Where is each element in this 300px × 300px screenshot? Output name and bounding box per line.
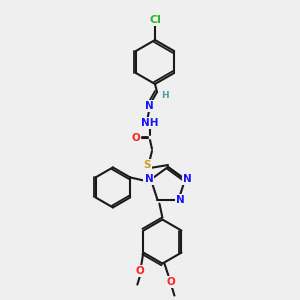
Text: N: N [176, 195, 185, 205]
Text: Cl: Cl [149, 15, 161, 25]
Text: N: N [183, 174, 191, 184]
Text: O: O [166, 277, 175, 286]
Text: N: N [145, 174, 153, 184]
Text: H: H [161, 91, 169, 100]
Text: O: O [136, 266, 145, 276]
Text: N: N [145, 101, 153, 111]
Text: O: O [132, 133, 140, 143]
Text: NH: NH [141, 118, 159, 128]
Text: S: S [143, 160, 151, 170]
